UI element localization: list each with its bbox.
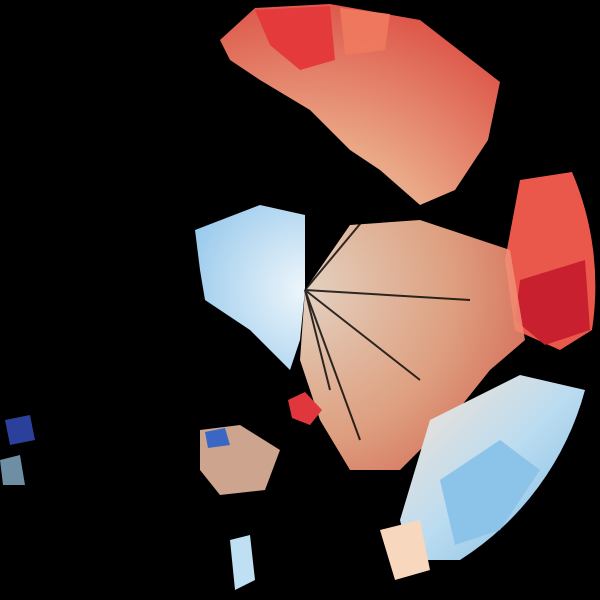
streak xyxy=(304,289,361,441)
echo-region xyxy=(195,205,305,370)
echo-region xyxy=(230,535,255,590)
echo-region xyxy=(300,220,525,470)
echo-region xyxy=(205,428,230,448)
echo-region xyxy=(5,415,35,445)
streak xyxy=(304,289,421,381)
echo-region xyxy=(440,440,540,545)
streak xyxy=(304,199,381,291)
echo-region xyxy=(288,392,322,425)
echo-region xyxy=(515,260,590,345)
echo-region xyxy=(380,520,430,580)
streak xyxy=(304,289,331,391)
streak xyxy=(304,289,471,301)
radial-streaks xyxy=(304,199,471,441)
echo-region xyxy=(255,6,335,70)
echo-region xyxy=(340,8,390,55)
echo-region xyxy=(0,455,25,485)
